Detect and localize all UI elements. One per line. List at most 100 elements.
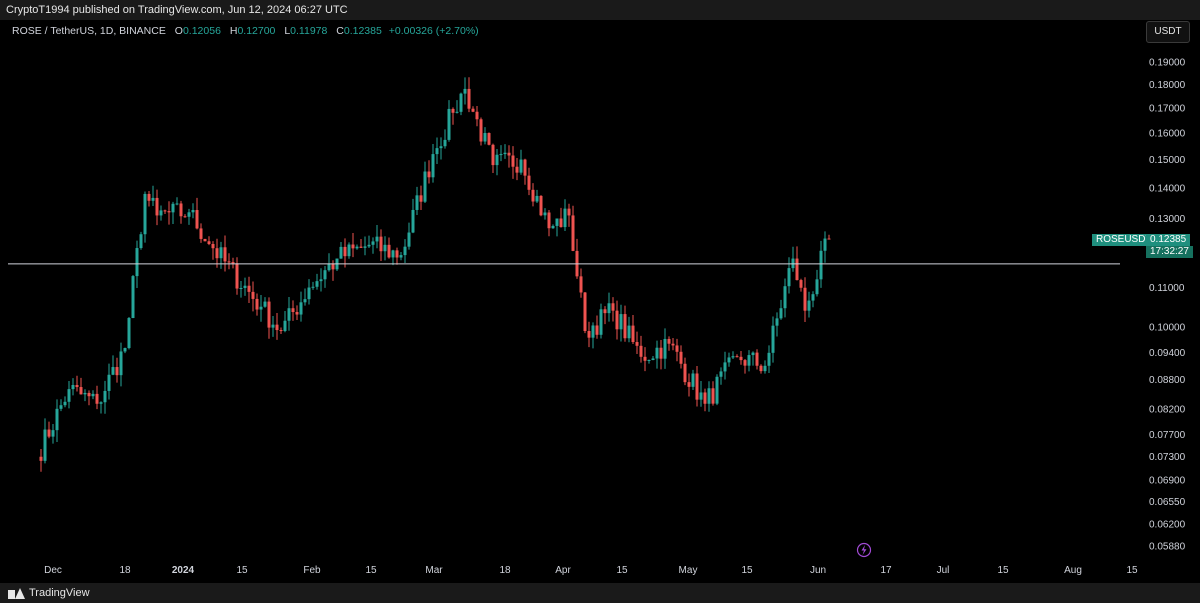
candle-body — [555, 218, 559, 226]
candle-body — [439, 146, 443, 149]
last-price-tag: 0.12385 — [1146, 234, 1191, 246]
change-value: +0.00326 (+2.70%) — [388, 25, 479, 37]
candle-body — [783, 286, 787, 309]
y-axis-label: 0.06550 — [1149, 497, 1186, 508]
symbol-pair[interactable]: ROSE / TetherUS, 1D, BINANCE — [12, 25, 166, 37]
candle-body — [271, 324, 275, 328]
candle-body — [379, 236, 383, 252]
event-lightning-icon — [856, 542, 872, 558]
candle-body — [431, 154, 435, 178]
candle-body — [711, 388, 715, 404]
candlestick-chart[interactable]: 0.19000 0.18000 0.17000 0.16000 0.15000 0.140… — [0, 20, 1200, 583]
y-axis-label: 0.07300 — [1149, 452, 1186, 463]
candle-body — [715, 376, 719, 404]
candle-body — [359, 246, 363, 248]
candle-body — [499, 154, 503, 156]
candle-body — [799, 280, 803, 288]
candle-body — [207, 241, 211, 244]
candle-body — [655, 347, 659, 359]
candle-body — [699, 392, 703, 400]
candle-body — [815, 279, 819, 295]
y-axis-label: 0.07700 — [1149, 430, 1186, 441]
candle-body — [79, 387, 83, 395]
y-axis-label: 0.19000 — [1149, 58, 1186, 69]
x-axis-label: Apr — [555, 565, 571, 576]
candle-body — [811, 294, 815, 301]
candle-body — [671, 343, 675, 346]
candle-body — [175, 203, 179, 205]
candle-body — [559, 218, 563, 228]
y-axis-label: 0.05880 — [1149, 542, 1186, 553]
candle-body — [795, 258, 799, 281]
candle-body — [247, 285, 251, 292]
candle-body — [375, 236, 379, 242]
candle-body — [51, 430, 55, 437]
candle-body — [731, 356, 735, 358]
candle-body — [263, 301, 267, 307]
chart-area[interactable]: 0.19000 0.18000 0.17000 0.16000 0.15000 0.140… — [0, 20, 1200, 583]
candle-body — [191, 210, 195, 213]
candle-body — [691, 373, 695, 387]
tradingview-logo[interactable]: TradingView — [8, 586, 90, 600]
candle-body — [527, 175, 531, 190]
candle-body — [791, 258, 795, 269]
candle-body — [507, 152, 511, 156]
candle-body — [219, 247, 223, 259]
candle-body — [367, 244, 371, 247]
y-axis-label: 0.06200 — [1149, 520, 1186, 531]
candle-body — [87, 392, 91, 397]
candle-body — [135, 248, 139, 277]
candle-body — [419, 195, 423, 202]
candle-body — [615, 310, 619, 330]
candle-body — [275, 324, 279, 331]
currency-button[interactable]: USDT — [1146, 21, 1190, 43]
y-axis-label: 0.11000 — [1149, 283, 1185, 294]
candle-body — [179, 203, 183, 217]
candle-body — [423, 171, 427, 202]
x-axis-label: Dec — [44, 565, 62, 576]
candle-body — [211, 243, 215, 249]
candle-body — [627, 325, 631, 339]
candle-body — [311, 286, 315, 288]
candle-body — [235, 263, 239, 289]
x-axis-label: 15 — [236, 565, 248, 576]
candle-body — [303, 299, 307, 303]
candle-body — [43, 429, 47, 461]
published-header: CryptoT1994 published on TradingView.com… — [0, 0, 1200, 20]
candle-body — [323, 270, 327, 280]
candle-body — [775, 318, 779, 326]
candle-body — [447, 108, 451, 140]
candle-body — [167, 211, 171, 213]
candle-body — [819, 250, 823, 280]
candle-body — [143, 193, 147, 235]
candle-body — [107, 374, 111, 391]
candle-body — [291, 308, 295, 313]
y-axis-label: 0.09400 — [1149, 348, 1186, 359]
y-axis-label: 0.16000 — [1149, 128, 1186, 139]
candle-body — [355, 246, 359, 249]
candle-body — [171, 203, 175, 213]
candle-body — [659, 347, 663, 359]
candle-body — [763, 365, 767, 372]
candle-body — [295, 312, 299, 315]
y-axis-label: 0.14000 — [1149, 184, 1186, 195]
candle-body — [647, 359, 651, 361]
tradingview-icon — [8, 587, 25, 599]
candle-body — [467, 88, 471, 109]
footer-bar: TradingView — [0, 583, 1200, 603]
candle-body — [755, 352, 759, 366]
candle-body — [279, 330, 283, 332]
candle-body — [371, 241, 375, 245]
candle-body — [743, 360, 747, 366]
candle-body — [515, 166, 519, 173]
candle-body — [531, 189, 535, 202]
candle-body — [495, 154, 499, 166]
candle-body — [391, 250, 395, 258]
candle-body — [735, 356, 739, 358]
candle-body — [607, 303, 611, 314]
candle-body — [223, 247, 227, 262]
close-label: C — [336, 25, 344, 37]
y-axis-label: 0.15000 — [1149, 155, 1186, 166]
x-axis-label: Jun — [810, 565, 826, 576]
candle-body — [199, 228, 203, 239]
